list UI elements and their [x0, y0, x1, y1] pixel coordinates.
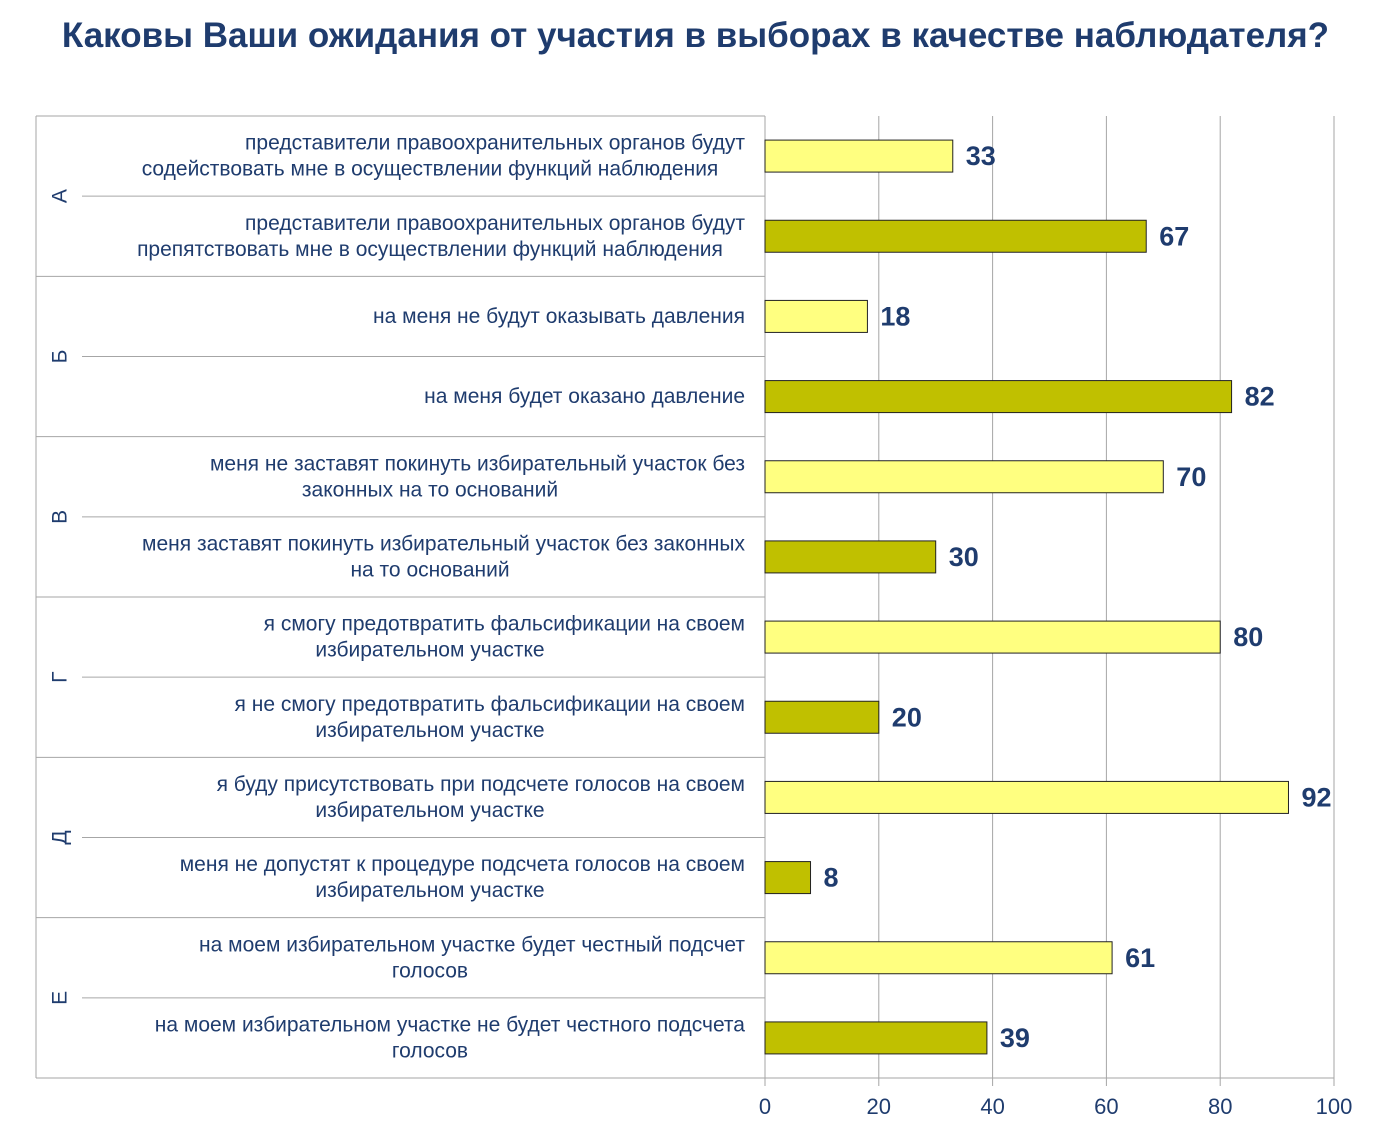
category-label: избирательном участке — [315, 639, 544, 662]
bar-negative — [764, 861, 812, 895]
data-label: 92 — [1301, 782, 1331, 812]
category-label: представители правоохранительных органов… — [245, 132, 745, 155]
bar-negative — [764, 700, 880, 734]
category-label: на моем избирательном участке будет чест… — [199, 933, 745, 956]
data-label: 70 — [1176, 462, 1206, 492]
category-label: голосов — [392, 1039, 468, 1062]
data-label: 20 — [892, 702, 922, 732]
group-label: В — [49, 510, 72, 524]
bar-positive — [764, 620, 1221, 654]
chart-title: Каковы Ваши ожидания от участия в выбора… — [61, 16, 1330, 55]
data-label: 8 — [824, 863, 839, 893]
category-label: избирательном участке — [315, 879, 544, 902]
category-label: препятствовать мне в осуществлении функц… — [137, 238, 723, 261]
category-label: я смогу предотвратить фальсификации на с… — [264, 613, 745, 636]
group-label: А — [49, 189, 72, 203]
x-tick-label: 0 — [759, 1094, 771, 1119]
category-label: я буду присутствовать при подсчете голос… — [217, 773, 745, 796]
category-label: представители правоохранительных органов… — [245, 212, 745, 235]
x-tick-label: 80 — [1208, 1094, 1232, 1119]
x-tick-label: 60 — [1094, 1094, 1118, 1119]
category-label: на моем избирательном участке не будет ч… — [155, 1013, 746, 1036]
category-label: я не смогу предотвратить фальсификации н… — [235, 693, 745, 716]
category-label: избирательном участке — [315, 719, 544, 742]
bars: 33 67 18 82 70 30 80 20 92 8 61 39 — [764, 139, 1332, 1055]
bar-positive — [764, 941, 1113, 975]
x-tick-label: 20 — [867, 1094, 891, 1119]
x-tick-label: 100 — [1316, 1094, 1353, 1119]
category-label: законных на то оснований — [302, 478, 558, 501]
group-label: Д — [49, 830, 72, 844]
data-label: 33 — [966, 141, 996, 171]
group-label: Е — [49, 991, 72, 1005]
category-label: избирательном участке — [315, 799, 544, 822]
category-label: меня не допустят к процедуре подсчета го… — [180, 853, 745, 876]
x-tick-label: 40 — [980, 1094, 1004, 1119]
data-label: 39 — [1000, 1023, 1030, 1053]
category-axis-frame — [35, 115, 1334, 1079]
data-label: 30 — [949, 542, 979, 572]
bar-negative — [764, 1021, 988, 1055]
x-axis-ticks: 0 20 40 60 80 100 — [759, 1078, 1352, 1119]
bar-positive — [764, 780, 1289, 814]
category-label: содействовать мне в осуществлении функци… — [142, 158, 719, 181]
data-label: 67 — [1159, 221, 1189, 251]
category-label: на то оснований — [350, 558, 509, 581]
category-label: голосов — [392, 959, 468, 982]
category-label: на меня будет оказано давление — [424, 385, 745, 408]
bar-positive — [764, 299, 868, 333]
bar-positive — [764, 139, 954, 173]
bar-negative — [764, 380, 1233, 414]
bar-positive — [764, 460, 1164, 494]
data-label: 82 — [1245, 382, 1275, 412]
gridlines — [764, 116, 1335, 1078]
data-label: 80 — [1233, 622, 1263, 652]
data-label: 61 — [1125, 943, 1155, 973]
bar-negative — [764, 219, 1147, 253]
bar-negative — [764, 540, 937, 574]
group-label: Г — [49, 671, 72, 682]
category-label: меня не заставят покинуть избирательный … — [210, 452, 745, 475]
category-label: на меня не будут оказывать давления — [373, 305, 745, 328]
group-label: Б — [49, 350, 72, 364]
data-label: 18 — [880, 301, 910, 331]
category-label: меня заставят покинуть избирательный уча… — [142, 532, 745, 555]
